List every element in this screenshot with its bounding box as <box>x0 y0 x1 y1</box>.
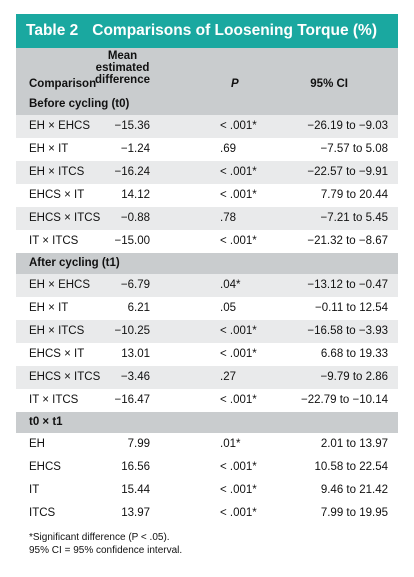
header-mean-line1: Mean <box>107 50 138 62</box>
cell-p-value: .04* <box>220 279 241 291</box>
cell-p-value: < .001* <box>220 394 257 406</box>
cell-comparison: ITCS <box>29 507 56 519</box>
table-row: EH 7.99 .01* 2.01 to 13.97 <box>16 433 398 456</box>
table-row: IT × ITCS −15.00 < .001* −21.32 to −8.67 <box>16 230 398 253</box>
cell-mean-difference: 14.12 <box>121 189 150 201</box>
cell-comparison: EH × IT <box>29 143 69 155</box>
cell-mean-difference: −1.24 <box>120 143 150 155</box>
cell-mean-difference: 13.01 <box>121 348 150 360</box>
cell-mean-difference: −0.88 <box>120 212 150 224</box>
cell-p-value: < .001* <box>220 461 257 473</box>
cell-confidence-interval: 9.46 to 21.42 <box>320 484 388 496</box>
table-row: EHCS × IT 13.01 < .001* 6.68 to 19.33 <box>16 343 398 366</box>
table-footnotes: *Significant difference (P < .05). 95% C… <box>16 525 398 557</box>
table-row: EHCS × IT 14.12 < .001* 7.79 to 20.44 <box>16 184 398 207</box>
cell-p-value: < .001* <box>220 120 257 132</box>
header-mean-line3: difference <box>95 74 150 86</box>
header-mean-line2: estimated <box>95 62 150 74</box>
cell-comparison: EH × IT <box>29 302 69 314</box>
table-title-bar: Table 2 Comparisons of Loosening Torque … <box>16 14 398 48</box>
cell-confidence-interval: −13.12 to −0.47 <box>307 279 388 291</box>
cell-confidence-interval: −7.21 to 5.45 <box>320 212 388 224</box>
cell-mean-difference: 13.97 <box>121 507 150 519</box>
table-row: EH × IT −1.24 .69 −7.57 to 5.08 <box>16 138 398 161</box>
cell-p-value: .69 <box>220 143 236 155</box>
table-row: EHCS × ITCS −3.46 .27 −9.79 to 2.86 <box>16 366 398 389</box>
section-header: After cycling (t1) <box>16 253 398 274</box>
cell-confidence-interval: 7.99 to 19.95 <box>320 507 388 519</box>
cell-comparison: IT <box>29 484 40 496</box>
cell-p-value: < .001* <box>220 235 257 247</box>
table-row: EH × ITCS −10.25 < .001* −16.58 to −3.93 <box>16 320 398 343</box>
header-comparison: Comparison <box>29 78 97 90</box>
header-ci: 95% CI <box>310 78 348 90</box>
table-title: Comparisons of Loosening Torque (%) <box>92 22 378 39</box>
table-body: Before cycling (t0) EH × EHCS −15.36 < .001… <box>16 94 398 525</box>
table-row: EHCS 16.56 < .001* 10.58 to 22.54 <box>16 456 398 479</box>
cell-comparison: EHCS × IT <box>29 348 85 360</box>
footnote-significance: *Significant difference (P < .05). <box>29 532 170 543</box>
cell-confidence-interval: −16.58 to −3.93 <box>307 325 388 337</box>
cell-confidence-interval: 10.58 to 22.54 <box>314 461 388 473</box>
cell-confidence-interval: −22.57 to −9.91 <box>307 166 388 178</box>
cell-p-value: < .001* <box>220 325 257 337</box>
cell-comparison: EHCS × ITCS <box>29 371 101 383</box>
cell-mean-difference: −10.25 <box>114 325 151 337</box>
table-row: EH × EHCS −6.79 .04* −13.12 to −0.47 <box>16 274 398 297</box>
cell-comparison: EHCS × IT <box>29 189 85 201</box>
cell-mean-difference: −16.24 <box>114 166 151 178</box>
table-row: IT × ITCS −16.47 < .001* −22.79 to −10.14 <box>16 389 398 412</box>
cell-confidence-interval: −0.11 to 12.54 <box>314 302 388 314</box>
cell-confidence-interval: −7.57 to 5.08 <box>320 143 388 155</box>
header-mean: Mean estimated difference <box>95 50 150 86</box>
section-header: Before cycling (t0) <box>16 94 398 115</box>
cell-confidence-interval: −9.79 to 2.86 <box>320 371 388 383</box>
cell-comparison: IT × ITCS <box>29 394 79 406</box>
table-row: EH × IT 6.21 .05 −0.11 to 12.54 <box>16 297 398 320</box>
table-row: IT 15.44 < .001* 9.46 to 21.42 <box>16 479 398 502</box>
cell-p-value: .27 <box>220 371 236 383</box>
cell-comparison: EH × ITCS <box>29 325 85 337</box>
table-header: Mean estimated difference Comparison P 9… <box>16 48 398 94</box>
cell-mean-difference: 6.21 <box>127 302 150 314</box>
cell-mean-difference: −15.36 <box>114 120 151 132</box>
cell-confidence-interval: 7.79 to 20.44 <box>320 189 388 201</box>
table-row: EHCS × ITCS −0.88 .78 −7.21 to 5.45 <box>16 207 398 230</box>
cell-p-value: < .001* <box>220 189 257 201</box>
cell-p-value: < .001* <box>220 507 257 519</box>
cell-mean-difference: 7.99 <box>127 438 150 450</box>
cell-p-value: .01* <box>220 438 241 450</box>
cell-confidence-interval: −26.19 to −9.03 <box>307 120 388 132</box>
cell-mean-difference: −3.46 <box>120 371 150 383</box>
cell-confidence-interval: −22.79 to −10.14 <box>301 394 388 406</box>
cell-comparison: EH × EHCS <box>29 279 91 291</box>
cell-p-value: < .001* <box>220 348 257 360</box>
cell-p-value: < .001* <box>220 484 257 496</box>
cell-comparison: EH × EHCS <box>29 120 91 132</box>
table-row: EH × ITCS −16.24 < .001* −22.57 to −9.91 <box>16 161 398 184</box>
cell-mean-difference: −16.47 <box>114 394 151 406</box>
cell-confidence-interval: 2.01 to 13.97 <box>320 438 388 450</box>
cell-comparison: EH × ITCS <box>29 166 85 178</box>
cell-comparison: EH <box>29 438 45 450</box>
table-row: ITCS 13.97 < .001* 7.99 to 19.95 <box>16 502 398 525</box>
cell-mean-difference: −6.79 <box>120 279 150 291</box>
footnote-ci: 95% CI = 95% confidence interval. <box>29 545 183 556</box>
header-p: P <box>231 78 239 90</box>
section-header: t0 × t1 <box>16 412 398 433</box>
cell-p-value: .78 <box>220 212 236 224</box>
cell-mean-difference: 15.44 <box>121 484 150 496</box>
cell-mean-difference: 16.56 <box>121 461 150 473</box>
cell-mean-difference: −15.00 <box>114 235 151 247</box>
cell-confidence-interval: −21.32 to −8.67 <box>307 235 388 247</box>
cell-comparison: EHCS <box>29 461 61 473</box>
cell-p-value: .05 <box>220 302 236 314</box>
cell-comparison: IT × ITCS <box>29 235 79 247</box>
cell-confidence-interval: 6.68 to 19.33 <box>320 348 388 360</box>
table-row: EH × EHCS −15.36 < .001* −26.19 to −9.03 <box>16 115 398 138</box>
cell-p-value: < .001* <box>220 166 257 178</box>
table-number: Table 2 <box>26 22 79 39</box>
cell-comparison: EHCS × ITCS <box>29 212 101 224</box>
